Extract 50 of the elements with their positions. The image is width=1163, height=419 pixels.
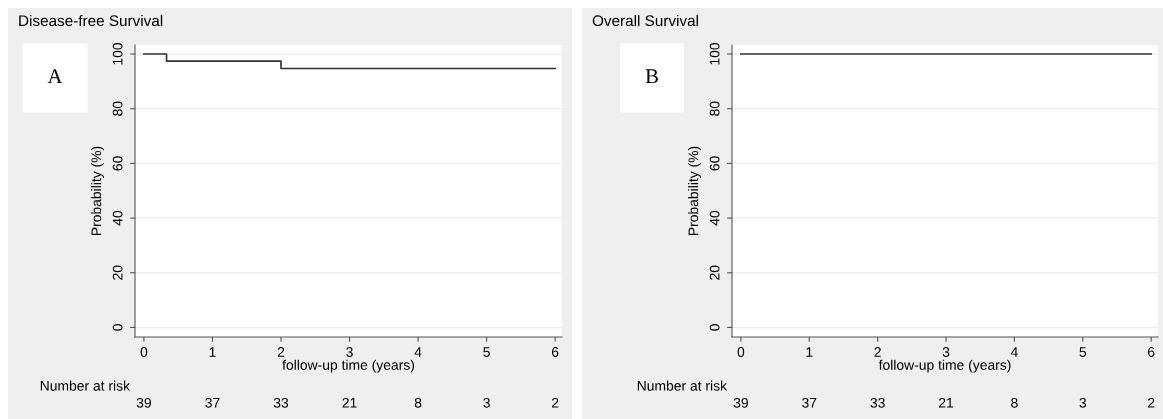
x-tick-label: 2 [874, 347, 881, 357]
y-tick-label: 80 [709, 101, 720, 116]
y-axis-title: Probability (%) [91, 146, 104, 236]
y-tick-label: 0 [112, 324, 123, 331]
y-tick-label: 40 [112, 210, 123, 226]
y-tick-label: 100 [112, 42, 123, 65]
x-tick-label: 1 [806, 347, 813, 357]
y-tick-label: 20 [112, 265, 123, 280]
y-tick-label: 40 [709, 210, 720, 226]
x-tick-label: 1 [209, 347, 216, 357]
x-tick-label: 2 [277, 347, 285, 357]
x-tick-label: 0 [140, 347, 148, 357]
x-tick-label: 6 [1148, 347, 1155, 357]
x-tick-label: 3 [942, 347, 950, 357]
text: 37 [205, 397, 220, 408]
x-tick-label: 5 [483, 347, 490, 357]
x-tick-label: 5 [1079, 347, 1087, 357]
text: 2 [1148, 397, 1155, 408]
x-axis-title: follow-up time (years) [878, 359, 1011, 373]
y-tick-label: 0 [709, 324, 720, 331]
text: A [47, 69, 63, 84]
x-axis-title: follow-up time (years) [282, 359, 415, 373]
x-tick-label: 3 [346, 347, 353, 357]
text: 8 [1011, 397, 1018, 408]
text: 37 [802, 397, 817, 408]
y-tick-label: 60 [709, 156, 720, 171]
chart-title: Disease-free Survival [19, 14, 163, 27]
text: 3 [1079, 397, 1087, 408]
text: 33 [273, 397, 289, 408]
y-tick-label: 100 [709, 42, 720, 65]
text: 39 [136, 397, 151, 408]
text: Number at risk [40, 380, 131, 391]
text: 3 [483, 397, 490, 408]
chart-title: Overall Survival [592, 14, 698, 27]
text: 8 [414, 397, 422, 408]
text: 2 [551, 397, 559, 408]
text: 21 [342, 397, 357, 408]
text: 39 [733, 397, 748, 408]
y-axis-title: Probability (%) [688, 146, 701, 236]
text: Number at risk [637, 380, 728, 391]
x-tick-label: 4 [414, 347, 422, 357]
x-tick-label: 4 [1010, 347, 1018, 357]
text: 21 [939, 397, 954, 408]
y-tick-label: 20 [709, 265, 720, 280]
text: B [645, 69, 658, 84]
text: 33 [870, 397, 885, 408]
y-tick-label: 60 [112, 156, 123, 171]
x-tick-label: 0 [737, 347, 745, 357]
x-tick-label: 6 [551, 347, 559, 357]
y-tick-label: 80 [112, 101, 123, 116]
